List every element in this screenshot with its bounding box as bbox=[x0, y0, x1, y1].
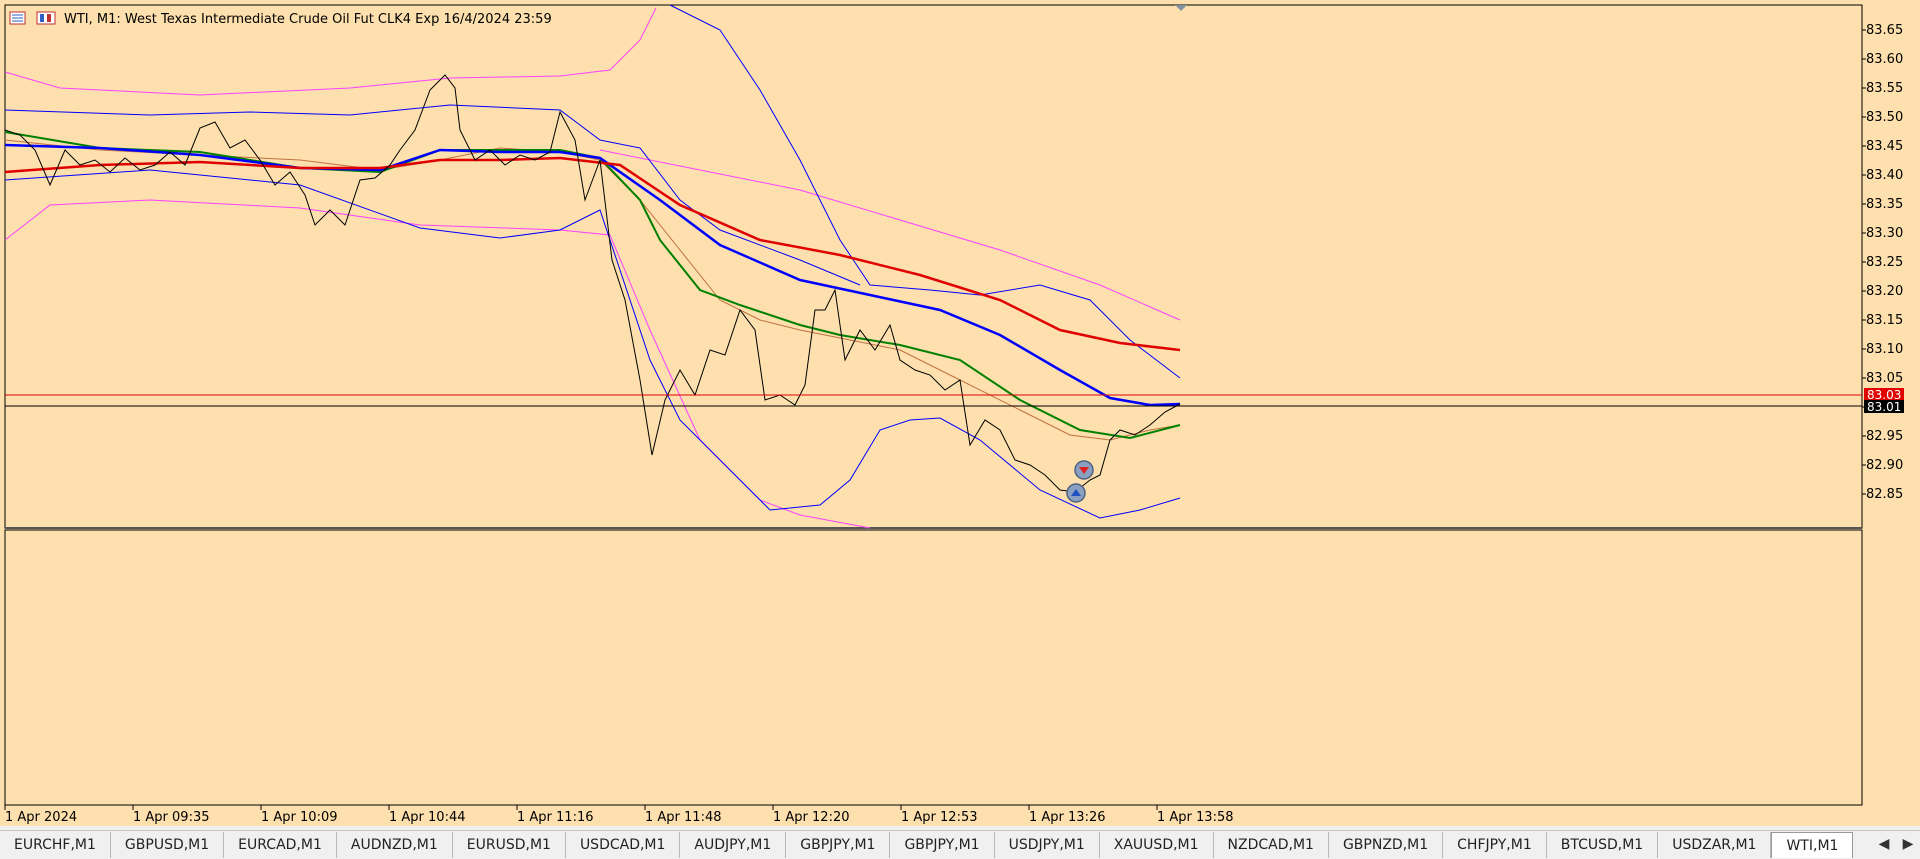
tab-symbol[interactable]: XAUUSD,M1 bbox=[1100, 832, 1214, 858]
tab-symbol[interactable]: AUDNZD,M1 bbox=[337, 832, 453, 858]
lower-outer-band bbox=[4, 199, 871, 529]
chart-shift-marker[interactable] bbox=[1175, 5, 1187, 11]
upper-inner-band bbox=[4, 104, 861, 286]
sub-pane-border bbox=[4, 529, 1863, 806]
main-pane-border bbox=[4, 4, 1863, 529]
price-label: 83.25 bbox=[1866, 255, 1903, 270]
tab-symbol[interactable]: BTCUSD,M1 bbox=[1547, 832, 1659, 858]
tab-symbol[interactable]: EURCAD,M1 bbox=[224, 832, 337, 858]
tab-active-symbol[interactable]: WTI,M1 bbox=[1771, 832, 1854, 858]
price-chart[interactable]: WTI, M1: West Texas Intermediate Crude O… bbox=[0, 0, 1920, 826]
price-label: 83.30 bbox=[1866, 226, 1903, 241]
chart-menu-icon[interactable] bbox=[9, 11, 26, 25]
upper-bb-band bbox=[669, 4, 1181, 379]
bid-price-label: 83.01 bbox=[1867, 400, 1901, 414]
middle-outer-band bbox=[599, 149, 1181, 321]
indicator-icon[interactable] bbox=[36, 11, 56, 25]
chart-title: WTI, M1: West Texas Intermediate Crude O… bbox=[64, 12, 552, 27]
tab-symbol[interactable]: EURUSD,M1 bbox=[453, 832, 566, 858]
price-label: 83.50 bbox=[1866, 110, 1903, 125]
time-axis: 1 Apr 2024 1 Apr 09:35 1 Apr 10:09 1 Apr 10… bbox=[4, 805, 1234, 825]
tab-scroll-controls: ◀ ▶ bbox=[1872, 831, 1920, 857]
indicator-lines bbox=[4, 4, 1181, 529]
tab-symbol[interactable]: AUDJPY,M1 bbox=[680, 832, 787, 858]
lower-bb-band bbox=[4, 169, 1181, 519]
price-label: 83.15 bbox=[1866, 313, 1903, 328]
price-label: 83.35 bbox=[1866, 197, 1903, 212]
scroll-right-icon[interactable]: ▶ bbox=[1902, 836, 1914, 852]
time-label: 1 Apr 10:09 bbox=[261, 810, 338, 825]
time-label: 1 Apr 12:53 bbox=[901, 810, 978, 825]
sell-trade-marker[interactable] bbox=[1074, 460, 1094, 480]
time-label: 1 Apr 10:44 bbox=[389, 810, 466, 825]
ask-price-box bbox=[1864, 388, 1904, 401]
price-label: 83.20 bbox=[1866, 284, 1903, 299]
price-label: 83.65 bbox=[1866, 23, 1903, 38]
price-axis: 83.65 83.60 83.55 83.50 83.45 83.40 83.35 83.30… bbox=[1862, 23, 1903, 502]
tab-symbol[interactable]: CHFJPY,M1 bbox=[1443, 832, 1547, 858]
tab-symbol[interactable]: USDJPY,M1 bbox=[995, 832, 1100, 858]
chart-window[interactable]: WTI, M1: West Texas Intermediate Crude O… bbox=[0, 0, 1920, 826]
time-label: 1 Apr 09:35 bbox=[133, 810, 210, 825]
ema-green bbox=[4, 131, 1181, 440]
tab-list: EURCHF,M1 GBPUSD,M1 EURCAD,M1 AUDNZD,M1 EURU… bbox=[0, 831, 1854, 859]
scroll-left-icon[interactable]: ◀ bbox=[1878, 836, 1890, 852]
time-label: 1 Apr 11:16 bbox=[517, 810, 594, 825]
tab-symbol[interactable]: EURCHF,M1 bbox=[0, 832, 111, 858]
buy-trade-marker[interactable] bbox=[1066, 483, 1086, 503]
ema-red bbox=[4, 156, 1181, 352]
price-label: 83.45 bbox=[1866, 139, 1903, 154]
time-label: 1 Apr 12:20 bbox=[773, 810, 850, 825]
price-label: 82.95 bbox=[1866, 429, 1903, 444]
tab-symbol[interactable]: GBPJPY,M1 bbox=[786, 832, 891, 858]
price-label: 83.05 bbox=[1866, 371, 1903, 386]
time-label: 1 Apr 13:58 bbox=[1157, 810, 1234, 825]
ema-fast bbox=[4, 139, 1181, 441]
price-label: 83.60 bbox=[1866, 52, 1903, 67]
tab-symbol[interactable]: GBPUSD,M1 bbox=[111, 832, 225, 858]
tab-symbol[interactable]: USDCAD,M1 bbox=[566, 832, 681, 858]
upper-outer-band bbox=[4, 7, 657, 96]
tab-symbol[interactable]: USDZAR,M1 bbox=[1658, 832, 1772, 858]
tab-symbol[interactable]: NZDCAD,M1 bbox=[1214, 832, 1329, 858]
price-label: 83.10 bbox=[1866, 342, 1903, 357]
price-line bbox=[4, 74, 1181, 493]
price-label: 82.90 bbox=[1866, 458, 1903, 473]
price-label: 82.85 bbox=[1866, 487, 1903, 502]
bid-price-box bbox=[1864, 400, 1904, 413]
tab-symbol[interactable]: GBPNZD,M1 bbox=[1329, 832, 1444, 858]
price-label: 83.40 bbox=[1866, 168, 1903, 183]
ema-blue bbox=[4, 143, 1181, 407]
symbol-tab-bar: EURCHF,M1 GBPUSD,M1 EURCAD,M1 AUDNZD,M1 EURU… bbox=[0, 830, 1920, 859]
time-label: 1 Apr 13:26 bbox=[1029, 810, 1106, 825]
ask-price-label: 83.03 bbox=[1867, 388, 1901, 402]
time-label: 1 Apr 11:48 bbox=[645, 810, 722, 825]
price-label: 83.55 bbox=[1866, 81, 1903, 96]
tab-symbol[interactable]: GBPJPY,M1 bbox=[890, 832, 995, 858]
time-label: 1 Apr 2024 bbox=[5, 810, 77, 825]
